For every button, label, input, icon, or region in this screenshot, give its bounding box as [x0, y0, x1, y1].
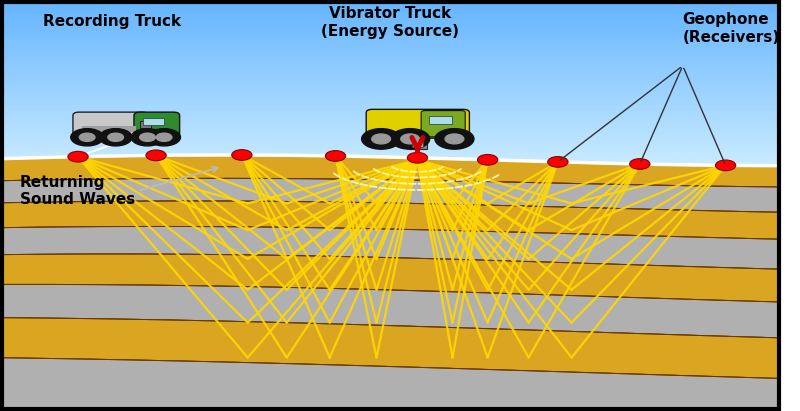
Circle shape	[390, 129, 430, 149]
Polygon shape	[0, 155, 780, 187]
Bar	[0, 145, 780, 148]
Circle shape	[79, 133, 95, 141]
Bar	[0, 135, 780, 138]
Circle shape	[435, 129, 474, 149]
Polygon shape	[0, 318, 780, 379]
Bar	[0, 115, 780, 118]
Circle shape	[715, 160, 736, 171]
Bar	[82, 126, 136, 132]
Circle shape	[478, 155, 498, 165]
Text: Recording Truck: Recording Truck	[43, 14, 181, 29]
Bar	[0, 56, 780, 59]
Bar	[0, 20, 780, 23]
Bar	[0, 155, 780, 158]
Bar	[0, 141, 780, 145]
Bar	[0, 26, 780, 30]
Circle shape	[146, 150, 166, 161]
Circle shape	[445, 134, 464, 144]
Polygon shape	[0, 358, 780, 411]
FancyBboxPatch shape	[73, 112, 149, 137]
Bar	[0, 128, 780, 132]
Circle shape	[401, 134, 419, 144]
Bar	[0, 118, 780, 122]
Bar	[0, 13, 780, 16]
Bar	[0, 89, 780, 92]
Bar	[0, 62, 780, 66]
Circle shape	[630, 159, 650, 169]
Bar	[0, 66, 780, 69]
FancyBboxPatch shape	[134, 112, 180, 137]
Text: Returning
Sound Waves: Returning Sound Waves	[19, 175, 134, 207]
Circle shape	[548, 157, 568, 167]
Bar	[0, 23, 780, 26]
Circle shape	[70, 129, 103, 146]
Bar	[0, 95, 780, 99]
Bar	[0, 122, 780, 125]
Bar	[0, 158, 780, 161]
Bar	[0, 36, 780, 39]
Bar	[0, 138, 780, 141]
Bar	[0, 99, 780, 102]
Bar	[409, 135, 427, 149]
Circle shape	[156, 133, 172, 141]
Circle shape	[108, 133, 123, 141]
Circle shape	[407, 152, 427, 163]
Bar	[0, 102, 780, 105]
Bar	[429, 116, 452, 124]
Circle shape	[372, 134, 390, 144]
Circle shape	[326, 150, 346, 161]
Circle shape	[148, 129, 181, 146]
Polygon shape	[0, 226, 780, 269]
Bar	[0, 3, 780, 7]
Text: Vibrator Truck
(Energy Source): Vibrator Truck (Energy Source)	[321, 6, 459, 39]
Bar	[0, 0, 780, 3]
Bar	[0, 16, 780, 20]
Bar	[0, 125, 780, 128]
Polygon shape	[0, 178, 780, 212]
Circle shape	[99, 129, 132, 146]
Polygon shape	[0, 201, 780, 239]
Circle shape	[68, 151, 88, 162]
Bar	[0, 161, 780, 164]
Bar	[412, 137, 423, 147]
Circle shape	[362, 129, 401, 149]
Bar	[0, 148, 780, 151]
Bar	[0, 46, 780, 49]
Circle shape	[232, 150, 252, 160]
Polygon shape	[0, 284, 780, 338]
Bar	[0, 72, 780, 76]
Bar	[0, 33, 780, 36]
Bar	[0, 10, 780, 13]
Bar	[0, 109, 780, 112]
Bar	[0, 105, 780, 109]
Bar	[0, 85, 780, 89]
Bar	[0, 79, 780, 82]
Bar	[0, 151, 780, 155]
Text: Geophone
(Receivers): Geophone (Receivers)	[682, 12, 780, 45]
Bar	[0, 39, 780, 43]
Bar	[0, 76, 780, 79]
Bar	[0, 43, 780, 46]
Bar	[143, 118, 165, 125]
FancyBboxPatch shape	[421, 111, 466, 137]
Bar	[0, 30, 780, 33]
Bar	[0, 69, 780, 72]
Bar	[0, 49, 780, 53]
Bar	[0, 92, 780, 95]
Bar	[140, 121, 150, 128]
Polygon shape	[0, 254, 780, 302]
Bar	[0, 82, 780, 85]
Bar	[0, 53, 780, 56]
Circle shape	[131, 129, 164, 146]
Bar	[0, 132, 780, 135]
Circle shape	[140, 133, 155, 141]
Bar	[0, 7, 780, 10]
FancyBboxPatch shape	[366, 109, 470, 138]
Bar	[0, 59, 780, 62]
Bar	[0, 112, 780, 115]
